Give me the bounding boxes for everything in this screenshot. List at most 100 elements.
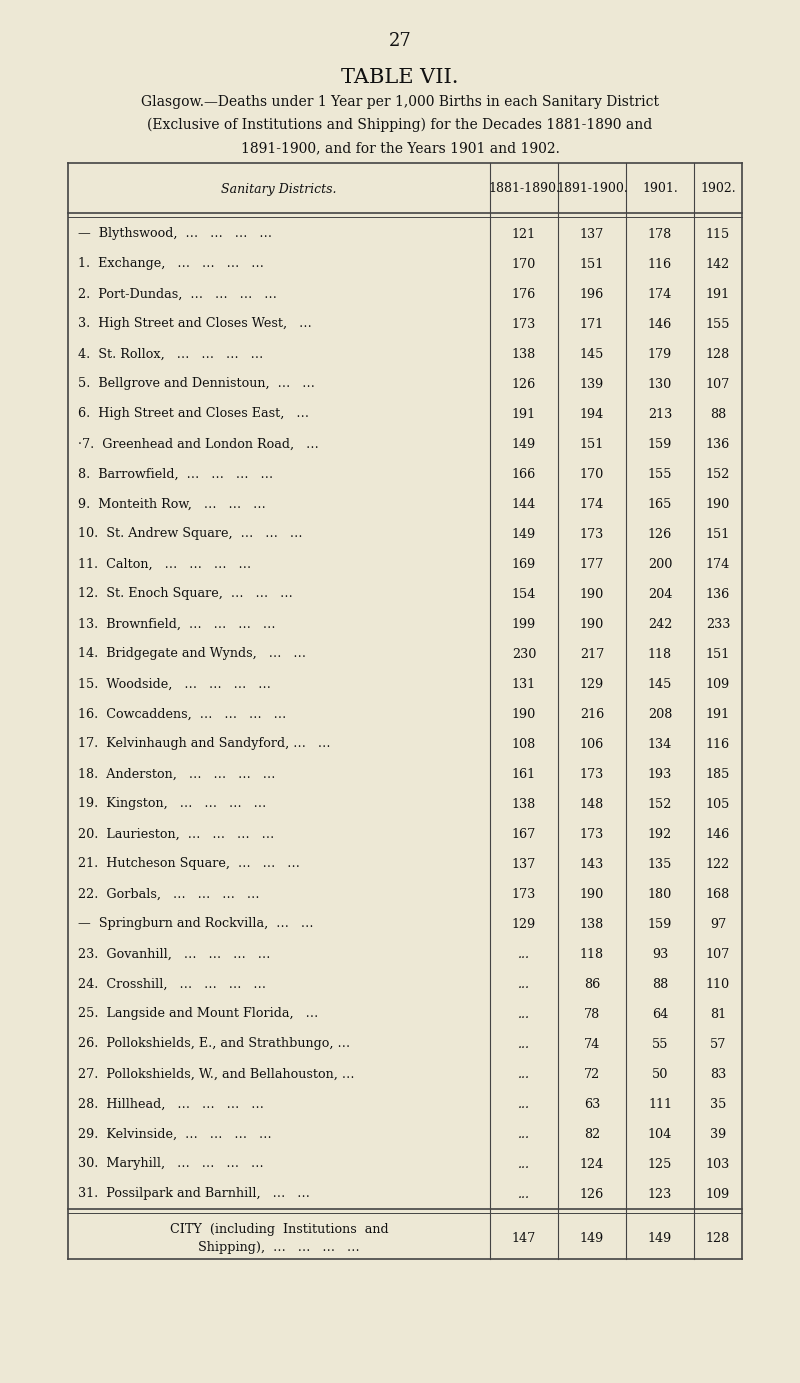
- Text: 146: 146: [706, 827, 730, 841]
- Text: 57: 57: [710, 1037, 726, 1051]
- Text: 13.  Brownfield,  …   …   …   …: 13. Brownfield, … … … …: [78, 617, 275, 631]
- Text: —  Blythswood,  …   …   …   …: — Blythswood, … … … …: [78, 227, 272, 241]
- Text: 126: 126: [580, 1188, 604, 1200]
- Text: 124: 124: [580, 1158, 604, 1170]
- Text: 149: 149: [512, 437, 536, 451]
- Text: 216: 216: [580, 708, 604, 721]
- Text: 88: 88: [652, 978, 668, 990]
- Text: 138: 138: [512, 798, 536, 810]
- Text: 173: 173: [580, 527, 604, 541]
- Text: 190: 190: [580, 588, 604, 600]
- Text: 146: 146: [648, 318, 672, 331]
- Text: 193: 193: [648, 768, 672, 780]
- Text: 1891-1900.: 1891-1900.: [556, 183, 628, 195]
- Text: 109: 109: [706, 1188, 730, 1200]
- Text: 64: 64: [652, 1007, 668, 1021]
- Text: 155: 155: [706, 318, 730, 331]
- Text: CITY  (including  Institutions  and: CITY (including Institutions and: [170, 1224, 388, 1236]
- Text: 190: 190: [706, 498, 730, 510]
- Text: 1.  Exchange,   …   …   …   …: 1. Exchange, … … … …: [78, 257, 264, 271]
- Text: 136: 136: [706, 437, 730, 451]
- Text: 137: 137: [580, 227, 604, 241]
- Text: 138: 138: [580, 917, 604, 931]
- Text: 137: 137: [512, 857, 536, 870]
- Text: 123: 123: [648, 1188, 672, 1200]
- Text: 111: 111: [648, 1098, 672, 1111]
- Text: 134: 134: [648, 737, 672, 751]
- Text: 27: 27: [389, 32, 411, 50]
- Text: 74: 74: [584, 1037, 600, 1051]
- Text: 149: 149: [648, 1231, 672, 1245]
- Text: 31.  Possilpark and Barnhill,   …   …: 31. Possilpark and Barnhill, … …: [78, 1188, 310, 1200]
- Text: 204: 204: [648, 588, 672, 600]
- Text: 83: 83: [710, 1068, 726, 1080]
- Text: 109: 109: [706, 678, 730, 690]
- Text: 106: 106: [580, 737, 604, 751]
- Text: ...: ...: [518, 1127, 530, 1141]
- Text: 12.  St. Enoch Square,  …   …   …: 12. St. Enoch Square, … … …: [78, 588, 293, 600]
- Text: ...: ...: [518, 1007, 530, 1021]
- Text: 24.  Crosshill,   …   …   …   …: 24. Crosshill, … … … …: [78, 978, 266, 990]
- Text: 167: 167: [512, 827, 536, 841]
- Text: 107: 107: [706, 947, 730, 961]
- Text: 233: 233: [706, 617, 730, 631]
- Text: 142: 142: [706, 257, 730, 271]
- Text: 1881-1890.: 1881-1890.: [488, 183, 560, 195]
- Text: 4.  St. Rollox,   …   …   …   …: 4. St. Rollox, … … … …: [78, 347, 263, 361]
- Text: 196: 196: [580, 288, 604, 300]
- Text: 161: 161: [512, 768, 536, 780]
- Text: ...: ...: [518, 978, 530, 990]
- Text: 93: 93: [652, 947, 668, 961]
- Text: 20.  Laurieston,  …   …   …   …: 20. Laurieston, … … … …: [78, 827, 274, 841]
- Text: Sanitary Districts.: Sanitary Districts.: [222, 183, 337, 195]
- Text: TABLE VII.: TABLE VII.: [342, 68, 458, 87]
- Text: 104: 104: [648, 1127, 672, 1141]
- Text: 8.  Barrowfield,  …   …   …   …: 8. Barrowfield, … … … …: [78, 467, 273, 480]
- Text: 179: 179: [648, 347, 672, 361]
- Text: 11.  Calton,   …   …   …   …: 11. Calton, … … … …: [78, 557, 251, 571]
- Text: 177: 177: [580, 557, 604, 571]
- Text: 16.  Cowcaddens,  …   …   …   …: 16. Cowcaddens, … … … …: [78, 708, 286, 721]
- Text: 213: 213: [648, 408, 672, 420]
- Text: 28.  Hillhead,   …   …   …   …: 28. Hillhead, … … … …: [78, 1098, 264, 1111]
- Text: 200: 200: [648, 557, 672, 571]
- Text: ...: ...: [518, 1098, 530, 1111]
- Text: 1891-1900, and for the Years 1901 and 1902.: 1891-1900, and for the Years 1901 and 19…: [241, 141, 559, 155]
- Text: 135: 135: [648, 857, 672, 870]
- Text: 174: 174: [580, 498, 604, 510]
- Text: 15.  Woodside,   …   …   …   …: 15. Woodside, … … … …: [78, 678, 271, 690]
- Text: 26.  Pollokshields, E., and Strathbungo, …: 26. Pollokshields, E., and Strathbungo, …: [78, 1037, 350, 1051]
- Text: 178: 178: [648, 227, 672, 241]
- Text: 128: 128: [706, 1231, 730, 1245]
- Text: 27.  Pollokshields, W., and Bellahouston, …: 27. Pollokshields, W., and Bellahouston,…: [78, 1068, 354, 1080]
- Text: 5.  Bellgrove and Dennistoun,  …   …: 5. Bellgrove and Dennistoun, … …: [78, 378, 315, 390]
- Text: 151: 151: [580, 257, 604, 271]
- Text: 63: 63: [584, 1098, 600, 1111]
- Text: 217: 217: [580, 647, 604, 661]
- Text: 159: 159: [648, 917, 672, 931]
- Text: 122: 122: [706, 857, 730, 870]
- Text: (Exclusive of Institutions and Shipping) for the Decades 1881-1890 and: (Exclusive of Institutions and Shipping)…: [147, 118, 653, 133]
- Text: 173: 173: [512, 318, 536, 331]
- Text: 19.  Kingston,   …   …   …   …: 19. Kingston, … … … …: [78, 798, 266, 810]
- Text: 130: 130: [648, 378, 672, 390]
- Text: 105: 105: [706, 798, 730, 810]
- Text: 190: 190: [580, 888, 604, 900]
- Text: 1902.: 1902.: [700, 183, 736, 195]
- Text: 39: 39: [710, 1127, 726, 1141]
- Text: 176: 176: [512, 288, 536, 300]
- Text: 18.  Anderston,   …   …   …   …: 18. Anderston, … … … …: [78, 768, 275, 780]
- Text: 10.  St. Andrew Square,  …   …   …: 10. St. Andrew Square, … … …: [78, 527, 302, 541]
- Text: 151: 151: [706, 527, 730, 541]
- Text: 22.  Gorbals,   …   …   …   …: 22. Gorbals, … … … …: [78, 888, 259, 900]
- Text: 116: 116: [648, 257, 672, 271]
- Text: 29.  Kelvinside,  …   …   …   …: 29. Kelvinside, … … … …: [78, 1127, 272, 1141]
- Text: —  Springburn and Rockvilla,  …   …: — Springburn and Rockvilla, … …: [78, 917, 314, 931]
- Text: 21.  Hutcheson Square,  …   …   …: 21. Hutcheson Square, … … …: [78, 857, 300, 870]
- Text: 191: 191: [706, 708, 730, 721]
- Text: 152: 152: [706, 467, 730, 480]
- Text: 194: 194: [580, 408, 604, 420]
- Text: 125: 125: [648, 1158, 672, 1170]
- Text: ·7.  Greenhead and London Road,   …: ·7. Greenhead and London Road, …: [78, 437, 318, 451]
- Text: 199: 199: [512, 617, 536, 631]
